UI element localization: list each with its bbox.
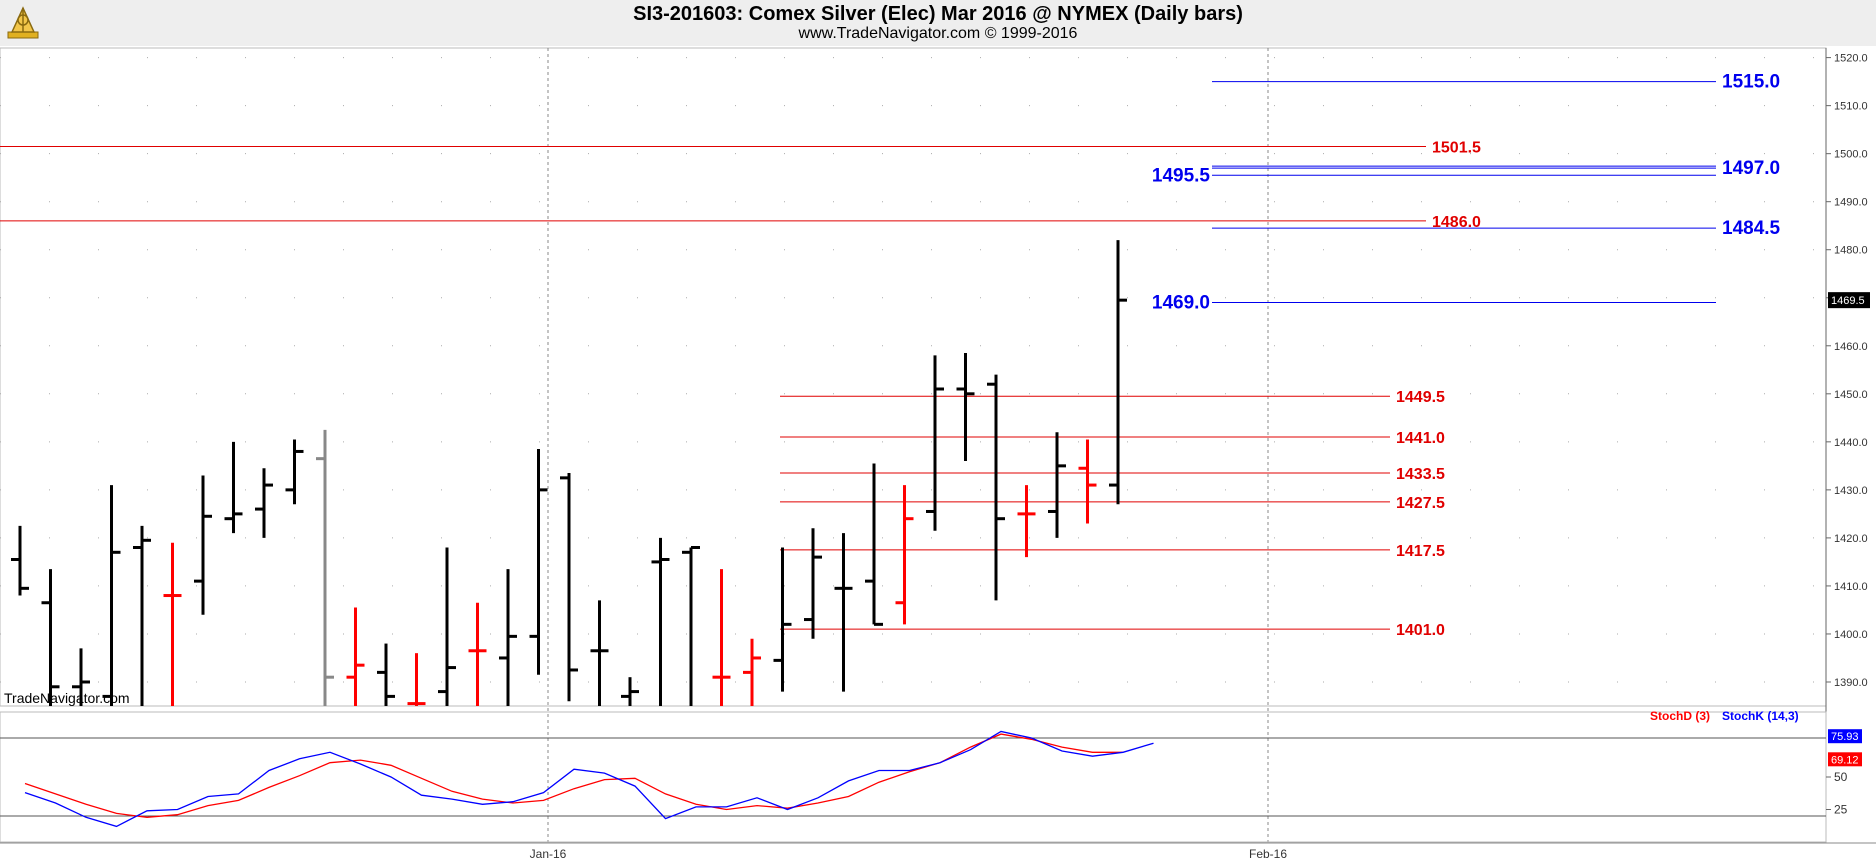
ohlc-bar — [285, 439, 304, 505]
y-tick-label: 1430.0 — [1834, 485, 1868, 497]
ohlc-bar — [346, 607, 365, 706]
y-tick-label: 1490.0 — [1834, 197, 1868, 209]
stoch-pane-frame — [0, 711, 1827, 843]
ohlc-bar — [72, 648, 90, 706]
ohlc-bar — [560, 473, 578, 702]
ohlc-bar — [163, 542, 182, 706]
ohlc-bar — [804, 528, 822, 639]
ohlc-bar — [865, 463, 883, 626]
level-label-1515.0: 1515.0 — [1722, 72, 1780, 93]
ohlc-bar — [895, 485, 914, 625]
title-bar — [0, 0, 1876, 46]
ohlc-bar — [651, 537, 670, 706]
ohlc-bar — [743, 638, 761, 706]
ohlc-bar — [926, 355, 944, 531]
ohlc-bar — [194, 475, 212, 615]
level-label-1417.5: 1417.5 — [1396, 543, 1445, 560]
level-label-1449.5: 1449.5 — [1396, 389, 1445, 406]
y-tick-label: 1450.0 — [1834, 389, 1868, 401]
ohlc-bar — [41, 569, 60, 706]
ohlc-bar — [133, 525, 151, 706]
last-price-label: 1469.5 — [1831, 295, 1865, 307]
ohlc-bar — [499, 569, 517, 706]
ohlc-bar — [1017, 485, 1036, 558]
y-tick-label: 1480.0 — [1834, 245, 1868, 257]
level-label-1501.5: 1501.5 — [1432, 139, 1481, 156]
date-axis: Jan-16 Feb-16 — [0, 842, 1876, 861]
y-tick-label: 1520.0 — [1834, 53, 1868, 65]
ohlc-bar — [1078, 439, 1097, 524]
ohlc-bar — [956, 352, 975, 462]
ohlc-bar — [102, 485, 121, 706]
y-tick-label: 1460.0 — [1834, 341, 1868, 353]
trade-navigator-logo-icon — [7, 6, 39, 39]
level-label-1401.0: 1401.0 — [1396, 622, 1445, 639]
ohlc-bar — [682, 546, 700, 706]
ohlc-bar — [529, 449, 548, 675]
y-tick-label: 1410.0 — [1834, 581, 1868, 593]
stoch-tick-label: 50 — [1834, 770, 1848, 784]
chart-subtitle: www.TradeNavigator.com © 1999-2016 — [798, 25, 1078, 42]
ohlc-bar — [407, 653, 426, 706]
y-tick-label: 1420.0 — [1834, 533, 1868, 545]
level-label-1497.0: 1497.0 — [1722, 158, 1780, 179]
ohlc-bar — [834, 533, 853, 692]
stoch-legend-d: StochD (3) — [1650, 709, 1710, 723]
y-tick-label: 1500.0 — [1834, 149, 1868, 161]
ohlc-bar — [224, 441, 243, 534]
ohlc-bar — [377, 643, 395, 706]
date-tick-label: Jan-16 — [530, 847, 567, 861]
y-tick-label: 1390.0 — [1834, 677, 1868, 689]
price-axis: 1390.0 1400.0 1410.0 1420.0 1430.0 1440.0 1450… — [1826, 53, 1870, 689]
stoch-legend-k: StochK (14,3) — [1722, 709, 1799, 723]
level-label-1441.0: 1441.0 — [1396, 430, 1445, 447]
level-label-1484.5: 1484.5 — [1722, 218, 1781, 239]
ohlc-bar — [1048, 432, 1066, 538]
ohlc-bar — [987, 374, 1005, 601]
ohlc-bar — [255, 468, 273, 538]
level-lines: 1501.5 1486.0 1449.5 1441.0 1433.5 1427.5 1417… — [0, 72, 1781, 639]
y-tick-label: 1400.0 — [1834, 629, 1868, 641]
ohlc-bar — [621, 677, 639, 706]
stoch-value-label: 75.93 — [1831, 731, 1859, 743]
ohlc-bar — [773, 547, 792, 692]
last-price-tag — [1828, 292, 1870, 309]
level-label-1427.5: 1427.5 — [1396, 495, 1445, 512]
stochastic-panel: 25 50 69.12 75.93 StochD (3) StochK (14,3) — [0, 709, 1862, 843]
stoch-tick-label: 25 — [1834, 803, 1848, 817]
level-label-1433.5: 1433.5 — [1396, 466, 1445, 483]
level-label-1495.5: 1495.5 — [1152, 165, 1211, 186]
stoch-line-k — [24, 730, 1154, 828]
date-tick-label: Feb-16 — [1249, 847, 1287, 861]
ohlc-bar — [468, 602, 487, 706]
stoch-value-tag — [1828, 752, 1862, 767]
ohlc-bar — [590, 600, 609, 706]
level-label-1486.0: 1486.0 — [1432, 214, 1481, 231]
y-tick-label: 1510.0 — [1834, 101, 1868, 113]
ohlc-bar — [712, 569, 731, 706]
grid-layer — [0, 47, 1827, 842]
ohlc-bars — [11, 240, 1127, 706]
stoch-value-tag — [1828, 729, 1862, 744]
ohlc-bar — [1109, 240, 1127, 505]
stoch-value-label: 69.12 — [1831, 754, 1859, 766]
level-label-1469.0: 1469.0 — [1152, 293, 1210, 314]
ohlc-bar — [11, 525, 29, 596]
ohlc-bar — [316, 429, 334, 706]
y-tick-label: 1440.0 — [1834, 437, 1868, 449]
watermark: TradeNavigator.com — [4, 690, 130, 706]
ohlc-bar — [438, 547, 456, 706]
chart-title: SI3-201603: Comex Silver (Elec) Mar 2016… — [633, 3, 1243, 25]
